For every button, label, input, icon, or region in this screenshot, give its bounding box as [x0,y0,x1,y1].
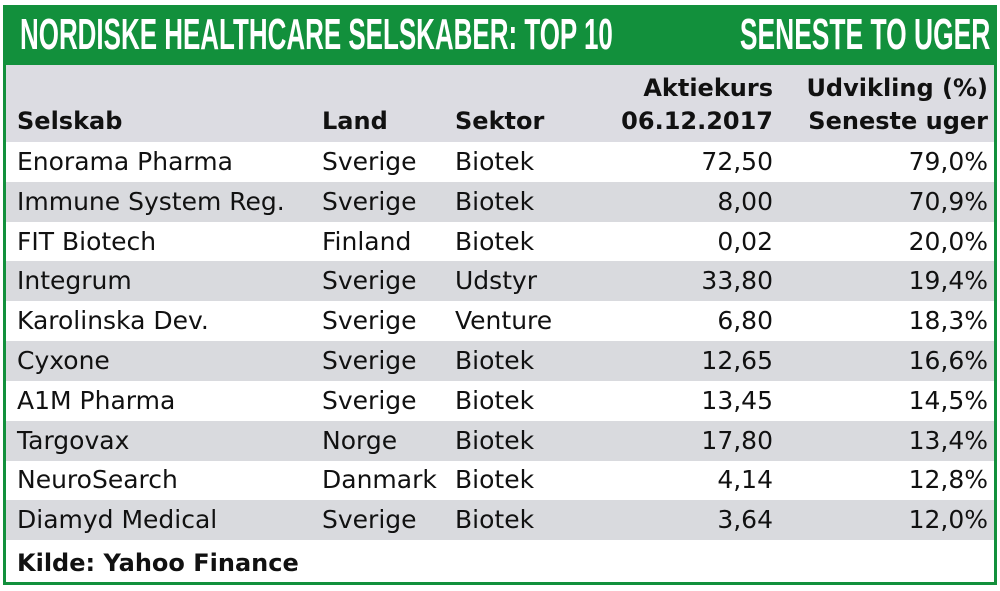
cell-udvikling: 18,3% [908,306,988,336]
col-header-sektor: Sektor [455,107,545,135]
cell-sektor: Biotek [455,505,535,535]
cell-land: Finland [322,226,412,256]
source-note: Kilde: Yahoo Finance [17,549,299,577]
cell-sektor: Biotek [455,186,535,216]
table-row: Enorama Pharma Sverige Biotek 72,50 79,0% [6,142,994,182]
cell-udvikling: 79,0% [908,147,988,176]
cell-aktiekurs: 17,80 [701,425,773,455]
cell-sektor: Biotek [455,346,535,375]
cell-udvikling: 13,4% [908,425,988,455]
table-row: Integrum Sverige Udstyr 33,80 19,4% [6,261,994,302]
cell-selskab: Karolinska Dev. [17,306,209,336]
col-header-udvikling: Udvikling (%) [806,74,988,102]
cell-aktiekurs: 12,65 [701,346,773,375]
title-bar: NORDISKE HEALTHCARE SELSKABER: TOP 10 SE… [6,5,994,65]
cell-sektor: Venture [455,306,553,336]
cell-land: Danmark [322,465,437,495]
table-row: Karolinska Dev. Sverige Venture 6,80 18,3% [6,301,994,341]
cell-aktiekurs: 72,50 [701,147,773,176]
col-header-selskab: Selskab [17,107,123,135]
cell-udvikling: 70,9% [908,186,988,216]
cell-selskab: NeuroSearch [17,465,178,495]
cell-land: Sverige [322,147,417,176]
col-header-udvikling-period: Seneste uger [808,107,988,135]
cell-aktiekurs: 4,14 [717,465,773,495]
cell-land: Norge [322,425,398,455]
cell-selskab: A1M Pharma [17,385,176,415]
cell-udvikling: 16,6% [908,346,988,375]
cell-selskab: Enorama Pharma [17,147,233,176]
cell-selskab: Integrum [17,266,132,296]
cell-aktiekurs: 13,45 [701,385,773,415]
cell-aktiekurs: 33,80 [701,266,773,296]
table-row: Diamyd Medical Sverige Biotek 3,64 12,0% [6,500,994,541]
table-subtitle: SENESTE TO UGER [739,10,990,59]
col-header-aktiekurs-date: 06.12.2017 [621,107,773,135]
table-row: A1M Pharma Sverige Biotek 13,45 14,5% [6,381,994,421]
cell-sektor: Biotek [455,465,535,495]
cell-land: Sverige [322,505,417,535]
cell-sektor: Udstyr [455,266,538,296]
cell-sektor: Biotek [455,226,535,256]
cell-udvikling: 12,8% [908,465,988,495]
cell-sektor: Biotek [455,385,535,415]
cell-sektor: Biotek [455,147,535,176]
cell-udvikling: 12,0% [908,505,988,535]
table-title: NORDISKE HEALTHCARE SELSKABER: TOP 10 [20,10,613,59]
cell-land: Sverige [322,306,417,336]
cell-selskab: Targovax [17,425,130,455]
cell-udvikling: 20,0% [908,226,988,256]
cell-selskab: FIT Biotech [17,226,157,256]
cell-udvikling: 14,5% [908,385,988,415]
table-row: Targovax Norge Biotek 17,80 13,4% [6,420,994,461]
cell-aktiekurs: 0,02 [717,226,773,256]
cell-aktiekurs: 6,80 [717,306,773,336]
table-frame: NORDISKE HEALTHCARE SELSKABER: TOP 10 SE… [3,5,997,585]
cell-aktiekurs: 8,00 [717,186,773,216]
col-header-aktiekurs: Aktiekurs [643,74,773,102]
cell-land: Sverige [322,346,417,375]
cell-selskab: Diamyd Medical [17,505,218,535]
table-row: FIT Biotech Finland Biotek 0,02 20,0% [6,222,994,262]
table-row: NeuroSearch Danmark Biotek 4,14 12,8% [6,460,994,500]
table-row: Immune System Reg. Sverige Biotek 8,00 70,9% [6,181,994,222]
cell-selskab: Immune System Reg. [17,186,285,216]
cell-sektor: Biotek [455,425,535,455]
cell-udvikling: 19,4% [908,266,988,296]
col-header-land: Land [322,107,388,135]
cell-selskab: Cyxone [17,346,110,375]
cell-land: Sverige [322,266,417,296]
cell-land: Sverige [322,186,417,216]
cell-aktiekurs: 3,64 [717,505,773,535]
column-header-row: Selskab Land Sektor Aktiekurs 06.12.2017… [6,65,994,142]
table-row: Cyxone Sverige Biotek 12,65 16,6% [6,341,994,381]
cell-land: Sverige [322,385,417,415]
